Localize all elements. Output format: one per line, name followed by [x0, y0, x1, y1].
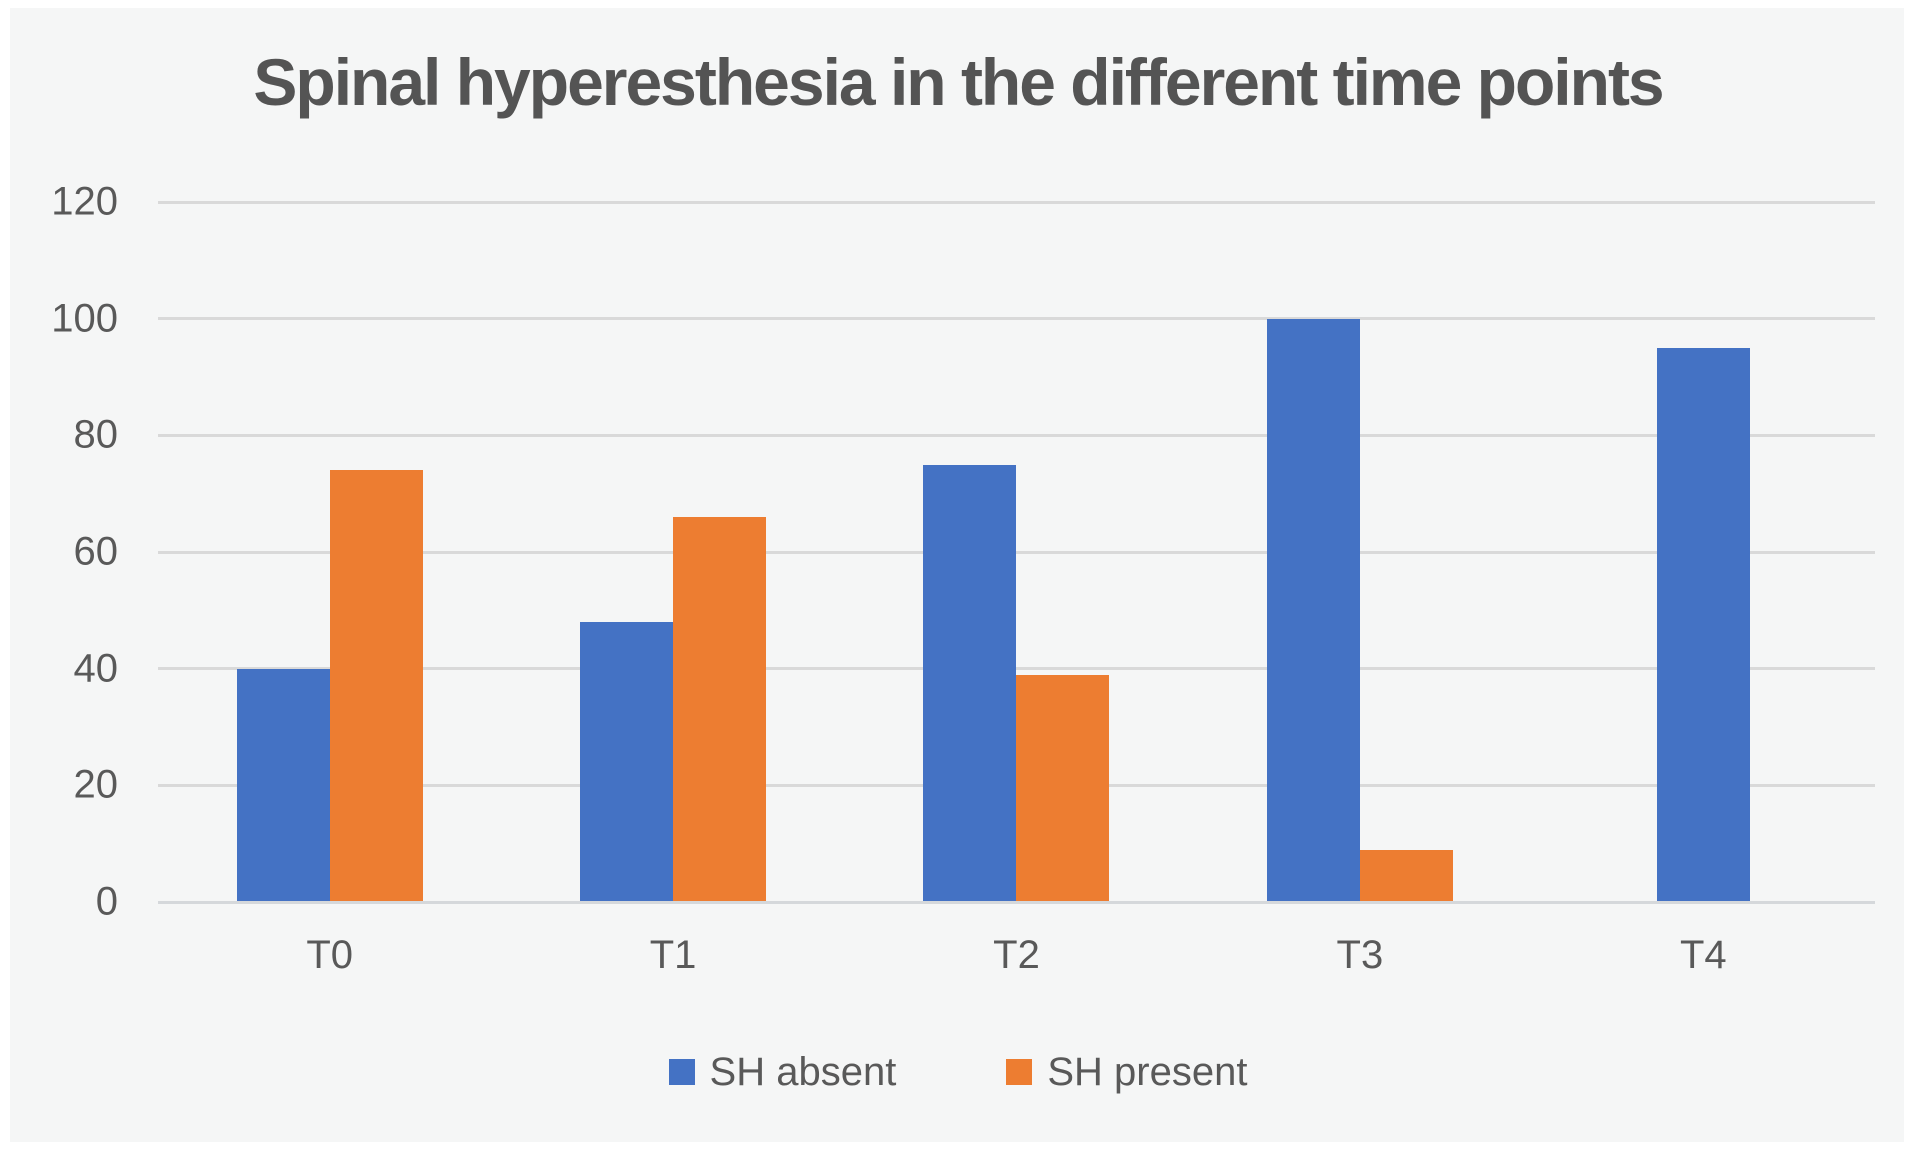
category-slot-t0 [158, 202, 501, 902]
chart-title: Spinal hyperesthesia in the different ti… [253, 45, 1664, 119]
legend-label-sh-absent: SH absent [709, 1049, 897, 1094]
category-slot-t1 [501, 202, 844, 902]
legend-swatch-sh-present-icon [1006, 1059, 1033, 1085]
bar-sh-absent-t2 [923, 464, 1017, 902]
y-axis-tick-label-40: 40 [73, 646, 119, 691]
bar-sh-absent-t1 [580, 622, 674, 902]
x-axis-tick-label-t0: T0 [306, 933, 354, 977]
bar-sh-absent-t0 [236, 668, 330, 902]
x-axis-line [158, 900, 1875, 904]
y-axis-tick-label-100: 100 [51, 296, 118, 341]
bar-sh-present-t2 [1016, 674, 1110, 902]
bar-sh-absent-t3 [1266, 318, 1360, 902]
legend-item-sh-present: SH present [1006, 1050, 1247, 1095]
x-axis-tick-label-t1: T1 [649, 933, 697, 977]
bar-sh-present-t1 [673, 517, 767, 902]
y-axis-tick-label-20: 20 [73, 762, 119, 807]
bar-sh-present-t0 [329, 470, 423, 902]
y-axis-tick-label-120: 120 [51, 179, 118, 224]
legend: SH absent SH present [0, 1042, 1916, 1102]
category-slot-t2 [845, 202, 1188, 902]
legend-swatch-sh-absent-icon [668, 1059, 695, 1085]
x-axis-tick-label-t3: T3 [1336, 933, 1384, 977]
y-axis-tick-label-60: 60 [73, 529, 119, 574]
legend-label-sh-present: SH present [1047, 1049, 1248, 1094]
gridline-60 [158, 550, 1875, 554]
x-axis-tick-label-t4: T4 [1679, 933, 1727, 977]
x-axis-tick-label-t2: T2 [993, 933, 1040, 977]
category-slot-t3 [1188, 202, 1531, 902]
gridline-40 [158, 667, 1875, 671]
gridline-120 [158, 200, 1875, 204]
plot-area [158, 200, 1875, 904]
y-axis-tick-label-0: 0 [95, 879, 118, 924]
bar-sh-present-t3 [1359, 849, 1453, 902]
gridline-80 [158, 433, 1875, 437]
category-slot-t4 [1532, 202, 1875, 902]
legend-item-sh-absent: SH absent [668, 1049, 897, 1095]
bar-sh-absent-t4 [1656, 347, 1750, 902]
y-axis-tick-label-80: 80 [73, 412, 119, 457]
y-axis: 0 20 40 60 80 100 120 [0, 0, 118, 1152]
gridline-100 [158, 317, 1875, 321]
